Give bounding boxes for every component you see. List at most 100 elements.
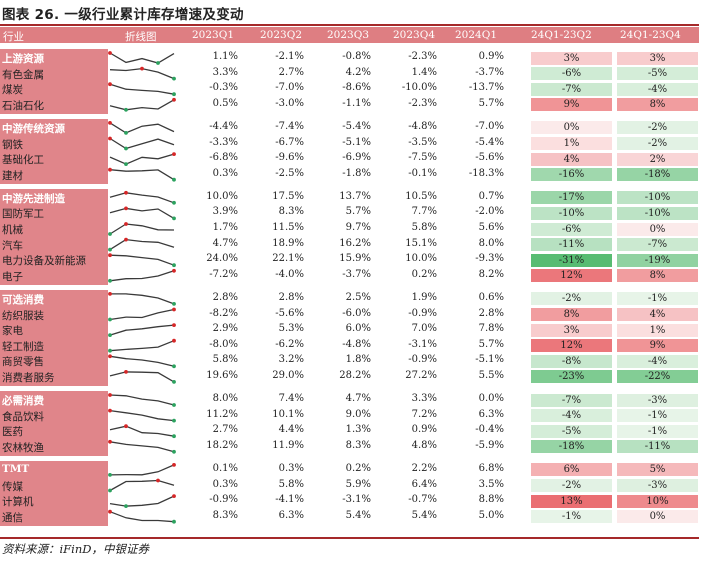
value-cell: -2.3% [408, 51, 437, 62]
sparkline-min-point [108, 348, 112, 353]
value-cell: 10.5% [405, 190, 437, 202]
diff-23q4-cell: -18% [617, 168, 698, 182]
value-cell: 7.4% [278, 393, 304, 404]
sparkline-min-point [108, 278, 112, 283]
industry-name: 农林牧渔 [2, 441, 44, 454]
diff-23q2-cell: 3% [531, 51, 612, 65]
diff-23q2-cell: -7% [531, 82, 612, 96]
value-cell: 9.7% [345, 222, 371, 233]
diff-23q2-cell: -6% [531, 222, 612, 236]
sparkline-min-point [108, 473, 112, 477]
sparkline-min-point [172, 76, 176, 81]
diff-23q4-cell: -4% [617, 82, 698, 96]
value-cell: 11.5% [272, 222, 304, 233]
value-cell: 8.2% [478, 268, 504, 280]
value-cell: 5.7% [478, 338, 504, 350]
value-cell: 8.0% [478, 237, 504, 249]
value-cell: 0.3% [212, 478, 238, 490]
sparkline-path [109, 511, 175, 523]
value-cell: -4.8% [408, 120, 437, 132]
diff-23q4-cell: -3% [617, 479, 698, 492]
diff-23q4-cell: -11% [617, 440, 698, 454]
sparkline-min-point [172, 418, 176, 423]
group-name: 中游传统资源 [2, 122, 65, 135]
industry-name: 石油石化 [2, 99, 44, 112]
sparkline-max-point [172, 268, 176, 273]
diff-23q2-cell: 1% [531, 137, 612, 150]
value-cell: -6.0% [342, 307, 371, 319]
diff-23q4-cell: 5% [617, 463, 698, 477]
sparkline-path [109, 394, 175, 406]
value-cell: -7.0% [275, 82, 304, 94]
sparkline-max-point [124, 206, 128, 211]
sparkline-path [109, 371, 175, 383]
diff-23q4-cell: -22% [617, 370, 698, 384]
diff-23q2-cell: -5% [531, 424, 612, 438]
value-cell: 11.9% [272, 439, 304, 451]
diff-23q2-cell: -10% [531, 206, 612, 220]
value-cell: 19.6% [206, 369, 238, 381]
value-cell: 0.7% [478, 190, 504, 202]
diff-23q4-cell: 2% [617, 152, 698, 166]
industry-name: 钢铁 [2, 138, 23, 151]
sparkline-max-point [172, 463, 176, 467]
value-cell: 5.8% [212, 354, 238, 366]
value-cell: 7.8% [478, 323, 504, 335]
header-2023q2: 2023Q2 [260, 29, 303, 41]
value-cell: 8.0% [212, 393, 238, 404]
value-cell: 3.9% [212, 206, 238, 218]
value-cell: 2.2% [411, 462, 437, 474]
sparkline-max-point [108, 167, 112, 172]
value-cell: -9.3% [475, 253, 504, 265]
sparkline-max-point [124, 237, 128, 242]
industry-name: 建材 [2, 169, 23, 182]
diff-23q4-cell: -2% [617, 137, 698, 150]
diff-23q2-cell: -23% [531, 370, 612, 384]
group-background [0, 391, 108, 457]
value-cell: -7.2% [209, 268, 238, 280]
sparkline-max-point [124, 424, 128, 429]
value-cell: -1.1% [342, 97, 371, 109]
diff-23q4-cell: -1% [617, 424, 698, 438]
industry-name: 医药 [2, 426, 23, 439]
industry-name: 国防军工 [2, 208, 44, 221]
group-name: 上游资源 [2, 53, 44, 65]
sparkline-min-point [124, 107, 128, 112]
diff-23q2-cell: 9% [531, 98, 612, 112]
sparkline-min-point [124, 146, 128, 151]
value-cell: 4.7% [212, 237, 238, 249]
sparkline-path [109, 254, 175, 266]
diff-23q4-cell: 0% [617, 510, 698, 524]
sparkline-max-point [172, 494, 176, 498]
industry-name: 基础化工 [2, 154, 44, 167]
diff-23q2-cell: 12% [531, 339, 612, 353]
header-2023q1: 2023Q1 [192, 29, 235, 41]
value-cell: 4.4% [278, 424, 304, 436]
value-cell: -7.0% [475, 120, 504, 132]
industry-name: 机械 [2, 224, 23, 236]
sparkline-min-point [124, 162, 128, 167]
value-cell: 6.4% [411, 478, 437, 490]
sparkline-max-point [108, 292, 112, 296]
sparkline-min-point [172, 434, 176, 439]
diff-23q2-cell: 12% [531, 269, 612, 283]
sparkline-min-point [172, 519, 176, 524]
industry-name: 煤炭 [2, 84, 23, 97]
diff-23q2-cell: 4% [531, 152, 612, 166]
value-cell: 1.4% [411, 66, 437, 78]
value-cell: 15.1% [405, 237, 437, 249]
sparkline-min-point [172, 364, 176, 369]
sparkline-max-point [156, 478, 160, 483]
value-cell: -2.5% [275, 167, 304, 179]
value-cell: -0.9% [408, 354, 437, 366]
sparkline-min-point [124, 504, 128, 508]
value-cell: -5.4% [342, 120, 371, 132]
diff-23q4-cell: -10% [617, 206, 698, 220]
industry-name: 汽车 [2, 239, 23, 252]
group-name: 可选消费 [2, 293, 44, 306]
value-cell: -3.1% [342, 494, 371, 506]
sparkline-path [109, 223, 175, 235]
value-cell: 0.9% [478, 51, 504, 62]
sparkline-max-point [172, 152, 176, 157]
header-2024q1: 2024Q1 [455, 29, 498, 41]
